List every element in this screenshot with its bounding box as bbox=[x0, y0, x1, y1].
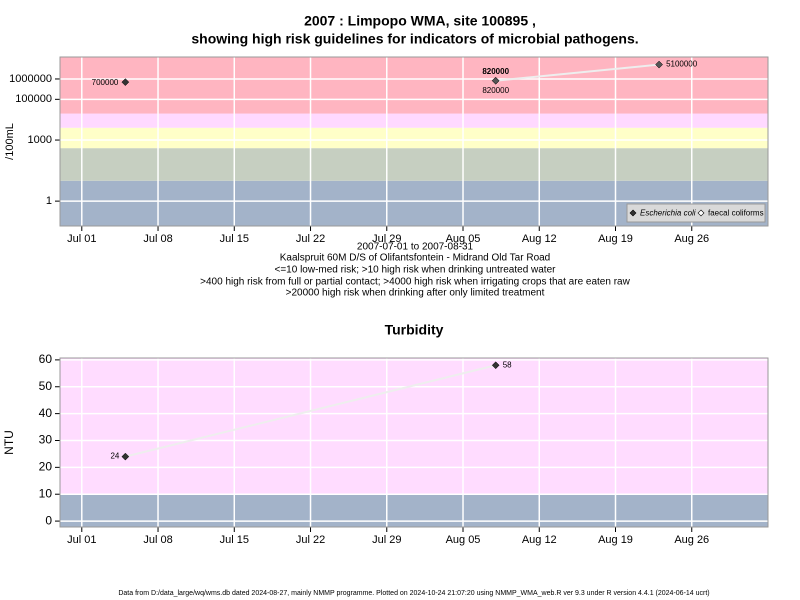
x-tick-label: Aug 05 bbox=[446, 233, 481, 245]
x-tick-label: Jul 08 bbox=[143, 534, 172, 546]
data-label: 820000 bbox=[482, 86, 509, 95]
point bbox=[491, 76, 500, 85]
point bbox=[655, 60, 663, 69]
x-tick-label: Jul 22 bbox=[296, 534, 325, 546]
legend-label: Escherichia coli bbox=[640, 209, 696, 218]
x-tick-label: Jul 08 bbox=[143, 233, 172, 245]
legend bbox=[626, 203, 766, 223]
plot-frame bbox=[59, 56, 769, 227]
y-tick-label: 100000 bbox=[15, 93, 52, 105]
y-tick-label: 60 bbox=[39, 352, 53, 366]
point bbox=[491, 361, 500, 370]
x-tick-label: Aug 05 bbox=[446, 534, 481, 546]
x-tick-label: Jul 29 bbox=[372, 534, 401, 546]
y-axis-label: /100mL bbox=[4, 123, 16, 160]
point bbox=[121, 78, 130, 86]
x-tick-label: Aug 26 bbox=[674, 233, 709, 245]
y-tick-label: 10 bbox=[39, 486, 53, 500]
footer: Data from D:/data_large/wq/wms.db dated … bbox=[118, 590, 709, 597]
x-tick-label: Jul 29 bbox=[372, 233, 401, 245]
x-tick-label: Aug 19 bbox=[598, 534, 633, 546]
series-line bbox=[125, 364, 496, 458]
band bbox=[60, 113, 768, 128]
y-tick-label: 1000000 bbox=[9, 73, 52, 85]
y-tick-label: 1 bbox=[46, 195, 52, 207]
x-tick-label: Aug 12 bbox=[522, 534, 557, 546]
data-label: 820000 bbox=[482, 67, 509, 76]
x-tick-label: Jul 15 bbox=[220, 534, 249, 546]
point bbox=[121, 452, 130, 461]
note: >400 high risk from full or partial cont… bbox=[200, 277, 630, 288]
x-tick-label: Aug 19 bbox=[598, 233, 633, 245]
x-tick-label: Jul 22 bbox=[296, 233, 325, 245]
series-line bbox=[495, 63, 660, 82]
legend-label: faecal coliforms bbox=[708, 209, 764, 218]
y-tick-label: 50 bbox=[39, 379, 53, 393]
band bbox=[60, 148, 768, 181]
data-label: 24 bbox=[110, 452, 119, 461]
y-tick-label: 30 bbox=[39, 433, 53, 447]
y-tick-label: 40 bbox=[39, 406, 53, 420]
note: 2007-07-01 to 2007-08-31 bbox=[357, 242, 474, 253]
band bbox=[60, 127, 768, 149]
legend-marker bbox=[697, 209, 705, 217]
x-tick-label: Jul 01 bbox=[67, 534, 96, 546]
note: >20000 high risk when drinking after onl… bbox=[286, 288, 545, 299]
data-label: 700000 bbox=[92, 78, 119, 87]
x-tick-label: Jul 01 bbox=[67, 233, 96, 245]
x-tick-label: Jul 15 bbox=[220, 233, 249, 245]
plot-frame bbox=[59, 357, 769, 528]
x-tick-label: Aug 26 bbox=[674, 534, 709, 546]
y-tick-label: 1000 bbox=[28, 134, 52, 146]
title: 2007 : Limpopo WMA, site 100895 , bbox=[304, 13, 536, 29]
chart-title: Turbidity bbox=[385, 322, 444, 338]
note: <=10 low-med risk; >10 high risk when dr… bbox=[275, 265, 557, 276]
y-tick-label: 0 bbox=[45, 513, 52, 527]
subtitle: showing high risk guidelines for indicat… bbox=[191, 31, 638, 47]
band bbox=[60, 358, 768, 495]
y-axis-label: NTU bbox=[2, 430, 16, 455]
note: Kaalspruit 60M D/S of Olifantsfontein - … bbox=[280, 253, 551, 264]
x-tick-label: Aug 12 bbox=[522, 233, 557, 245]
legend-marker bbox=[629, 209, 637, 217]
y-tick-label: 20 bbox=[39, 460, 53, 474]
data-label: 5100000 bbox=[666, 60, 698, 69]
data-label: 58 bbox=[503, 360, 512, 369]
band bbox=[60, 494, 768, 527]
